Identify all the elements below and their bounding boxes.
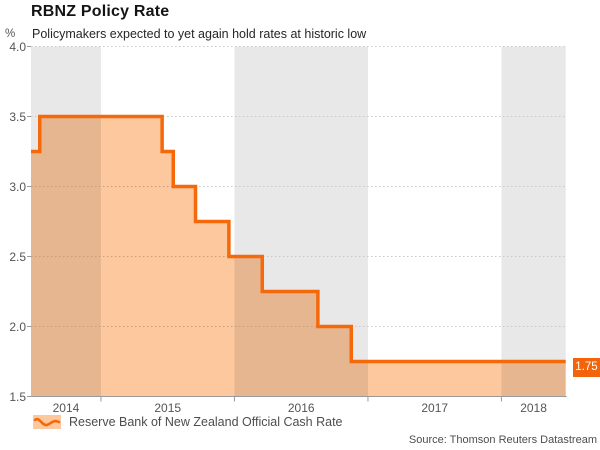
y-axis-tick-label: 4.0: [9, 39, 26, 54]
rate-area: [31, 116, 566, 397]
y-axis-tick-label: 1.5: [9, 389, 26, 404]
x-axis-tick-label: 2016: [287, 401, 315, 415]
rate-line: [31, 114, 566, 364]
y-axis-tick-label: 3.0: [9, 179, 26, 194]
y-axis-tick-label: 3.5: [9, 109, 26, 124]
x-axis-tick-label: 2015: [154, 401, 182, 415]
chart-title: RBNZ Policy Rate: [31, 3, 170, 20]
chart-subtitle: Policymakers expected to yet again hold …: [32, 27, 367, 41]
year-band: [501, 46, 566, 397]
y-axis-tick-label: 2.0: [9, 319, 26, 334]
x-axis-labels: 2014 2015 2016 2017 2018: [0, 401, 600, 417]
x-axis-tick-label: 2014: [52, 401, 80, 415]
area-series-icon: [33, 415, 61, 429]
legend: Reserve Bank of New Zealand Official Cas…: [33, 413, 343, 431]
y-axis-unit-label: %: [5, 28, 16, 40]
source-attribution: Source: Thomson Reuters Datastream: [408, 434, 597, 446]
x-axis-tick-label: 2017: [421, 401, 449, 415]
y-axis-tick-label: 2.5: [9, 249, 26, 264]
last-value-badge: 1.75: [573, 358, 600, 377]
x-axis-tick-label: 2018: [520, 401, 547, 415]
y-axis-labels: 4.0 3.5 3.0 2.5 2.0 1.5: [0, 0, 26, 450]
legend-series-label: Reserve Bank of New Zealand Official Cas…: [69, 415, 343, 429]
